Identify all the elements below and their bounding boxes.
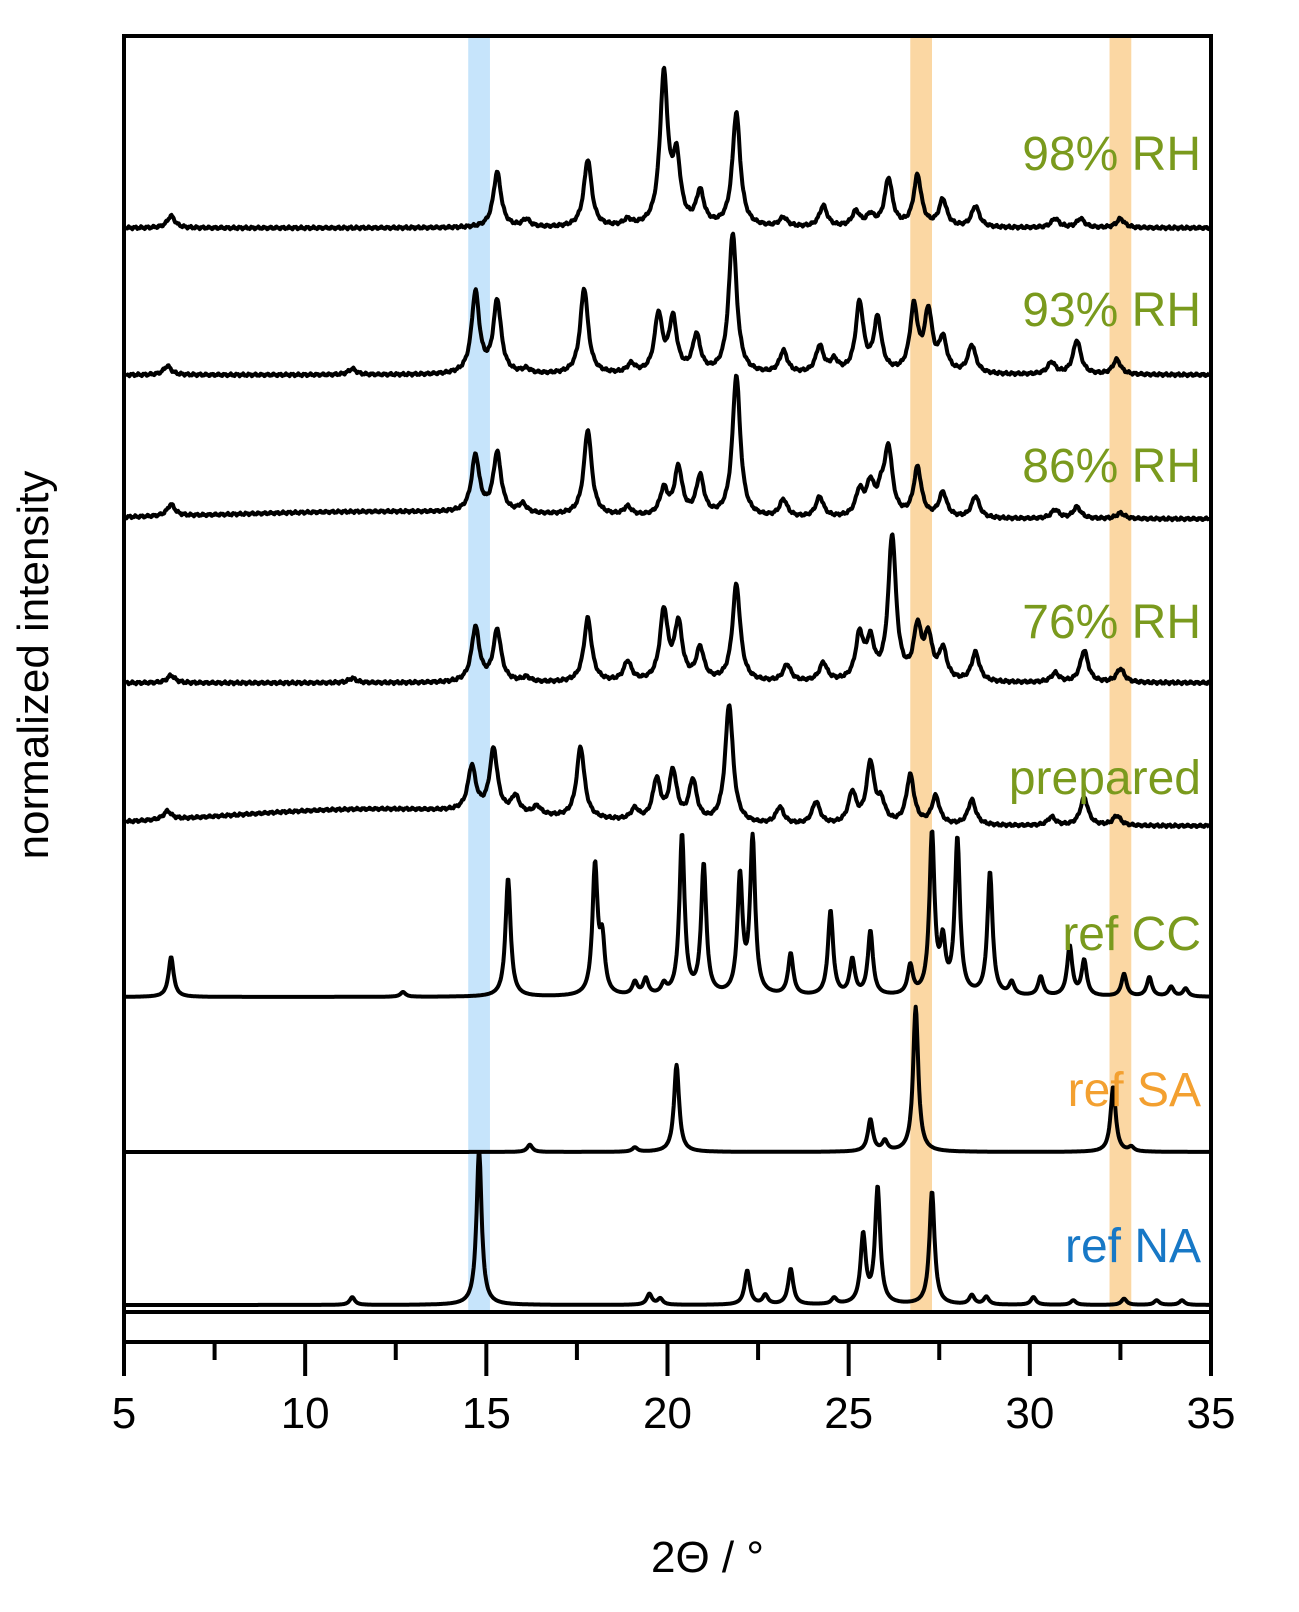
x-tick-label: 35 [1187,1389,1236,1438]
series-label: 98% RH [1022,128,1201,181]
series-label: ref NA [1065,1220,1201,1273]
x-tick-label: 25 [824,1389,873,1438]
series-label: 76% RH [1022,596,1201,649]
series-label: ref CC [1062,908,1201,961]
series-label: ref SA [1068,1064,1201,1117]
highlight-band-0 [468,38,490,1312]
y-axis-title: normalized intensity [9,471,58,860]
trace-ref-sa [124,1004,1211,1154]
highlight-band-2 [1109,38,1132,1312]
series-labels: 98% RH 93% RH 86% RH 76% RH prepared ref CC re… [1009,128,1201,1273]
x-tick-label: 15 [462,1389,511,1438]
x-tick-label: 5 [112,1389,136,1438]
x-tick-label: 20 [643,1389,692,1438]
trace-ref-cc [124,829,1211,999]
traces [124,65,1211,1307]
x-axis-title: 2Θ / ° [651,1533,764,1582]
trace-prepared [124,703,1211,830]
x-axis-ticks: 5 10 15 20 25 30 35 [112,1342,1236,1438]
highlight-band-1 [910,38,933,1312]
series-label: 93% RH [1022,284,1201,337]
trace-76-rh [124,532,1211,687]
x-tick-label: 30 [1005,1389,1054,1438]
series-label: 86% RH [1022,440,1201,493]
trace-86-rh [124,373,1211,523]
trace-98-rh [124,65,1211,232]
trace-93-rh [124,231,1211,379]
x-tick-label: 10 [281,1389,330,1438]
trace-ref-na [124,1150,1211,1307]
series-label: prepared [1009,752,1201,805]
